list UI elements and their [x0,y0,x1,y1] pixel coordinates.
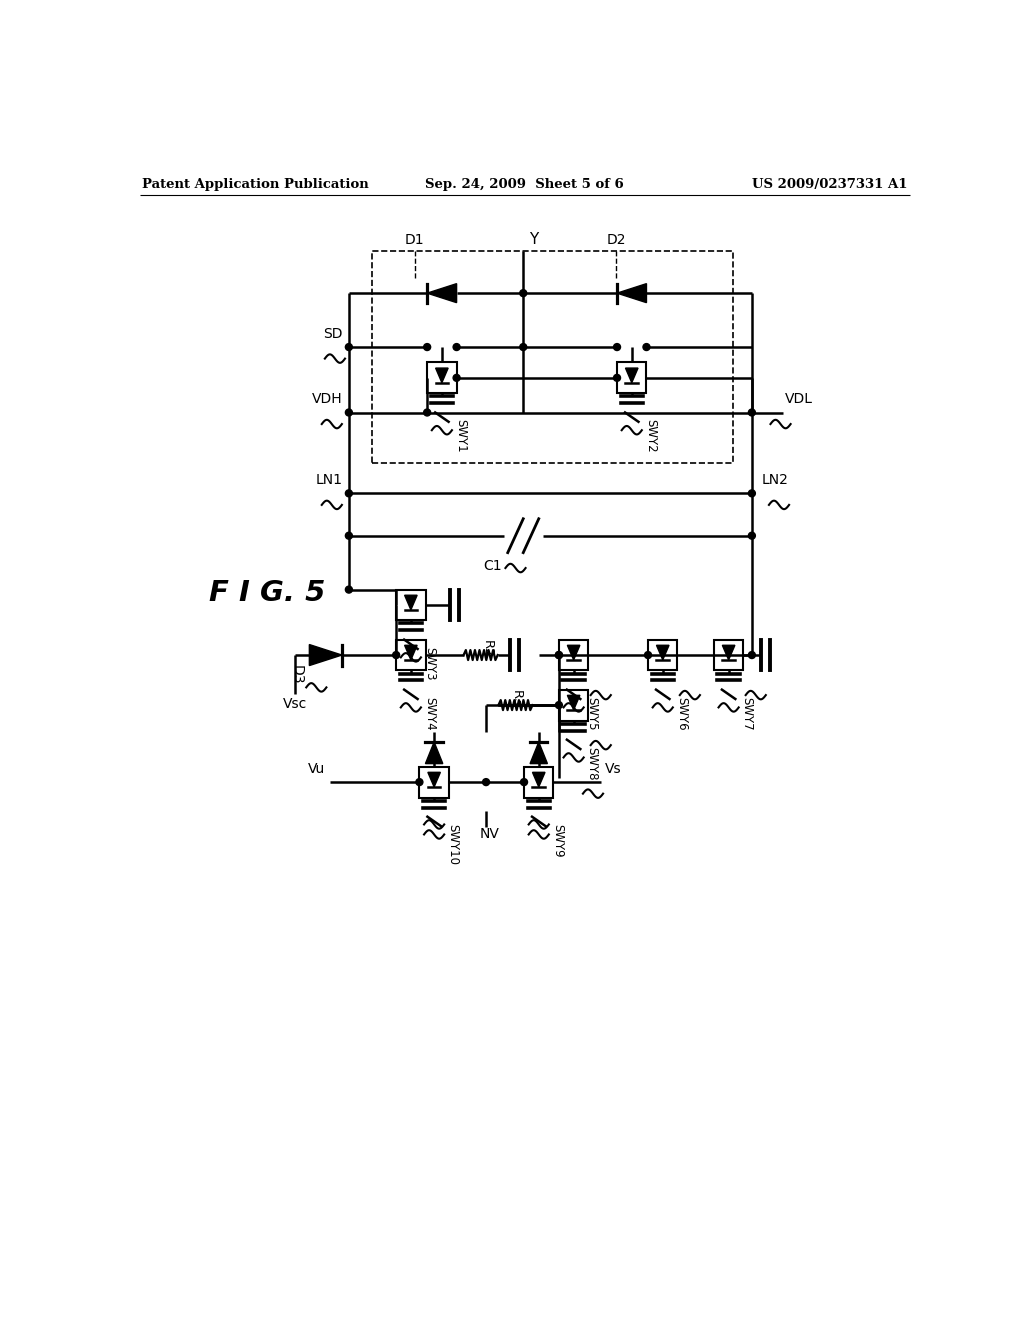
Circle shape [416,779,423,785]
Polygon shape [656,645,669,660]
Circle shape [392,652,399,659]
Text: NV: NV [480,826,500,841]
Circle shape [345,343,352,351]
Polygon shape [428,772,440,787]
Circle shape [749,490,756,496]
Text: Vsc: Vsc [283,697,307,711]
Text: SWY3: SWY3 [423,647,436,680]
Text: SWY1: SWY1 [454,420,467,453]
Text: SWY2: SWY2 [644,420,656,453]
Text: D3: D3 [290,664,304,684]
Bar [559,689,589,721]
Circle shape [749,652,756,659]
Polygon shape [404,645,417,660]
Circle shape [749,532,756,539]
Circle shape [749,409,756,416]
Circle shape [555,652,562,659]
Polygon shape [425,742,442,763]
Circle shape [345,409,352,416]
Text: SD: SD [324,327,343,341]
Circle shape [482,779,489,785]
Polygon shape [567,696,580,710]
Bar [559,640,589,671]
Bar [396,640,426,671]
Text: VDH: VDH [312,392,343,407]
Circle shape [345,532,352,539]
Circle shape [613,375,621,381]
Text: SWY7: SWY7 [740,697,754,730]
Bar [420,767,449,797]
Polygon shape [530,742,548,763]
Bar [427,363,457,393]
Circle shape [644,652,651,659]
Circle shape [643,343,650,351]
Circle shape [424,343,431,351]
Polygon shape [435,368,449,383]
Text: SWY8: SWY8 [586,747,599,780]
Bar [524,767,554,797]
Bar [617,363,646,393]
Text: R2: R2 [480,640,494,657]
Circle shape [520,343,526,351]
Text: SWY5: SWY5 [586,697,599,730]
Circle shape [555,652,562,659]
Polygon shape [567,645,580,660]
Bar [396,590,426,620]
Circle shape [345,490,352,496]
Text: LN2: LN2 [761,473,788,487]
Text: SWY6: SWY6 [675,697,688,730]
Circle shape [424,409,431,416]
Polygon shape [722,645,735,660]
Text: D1: D1 [404,232,425,247]
Text: SWY4: SWY4 [423,697,436,730]
Text: SWY9: SWY9 [551,824,564,857]
Text: LN1: LN1 [315,473,343,487]
Text: C1: C1 [483,558,502,573]
Circle shape [613,343,621,351]
Polygon shape [617,284,646,302]
Polygon shape [626,368,638,383]
Text: Vu: Vu [308,762,326,776]
Text: R3: R3 [509,690,522,708]
Text: Sep. 24, 2009  Sheet 5 of 6: Sep. 24, 2009 Sheet 5 of 6 [425,178,625,190]
Bar [648,640,678,671]
Bar [372,251,732,462]
Text: SWY10: SWY10 [446,824,459,865]
Circle shape [520,779,527,785]
Polygon shape [404,595,417,610]
Text: Y: Y [529,232,539,247]
Text: US 2009/0237331 A1: US 2009/0237331 A1 [753,178,907,190]
Polygon shape [427,284,457,302]
Circle shape [520,289,526,297]
Text: Vs: Vs [604,762,622,776]
Bar [714,640,743,671]
Circle shape [453,375,460,381]
Circle shape [345,586,352,593]
Circle shape [453,343,460,351]
Text: Patent Application Publication: Patent Application Publication [142,178,369,190]
Polygon shape [532,772,545,787]
Text: VDL: VDL [784,392,812,407]
Text: F I G. 5: F I G. 5 [209,579,326,607]
Polygon shape [309,644,342,665]
Circle shape [555,702,562,709]
Text: D2: D2 [606,232,626,247]
